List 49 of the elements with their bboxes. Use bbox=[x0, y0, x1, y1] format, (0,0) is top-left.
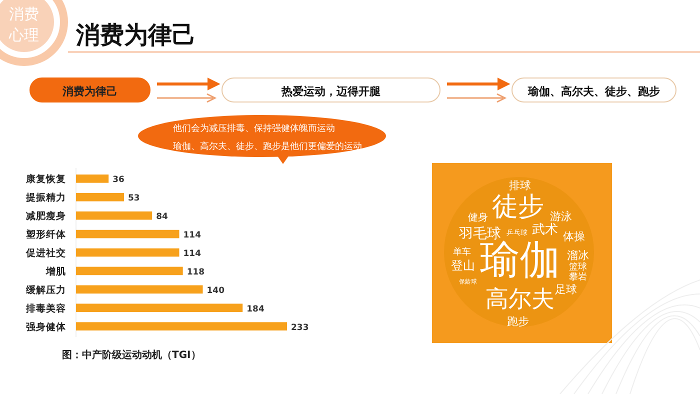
y-tick-label: 减肥瘦身 bbox=[26, 210, 66, 222]
bar bbox=[76, 211, 152, 220]
text: 图：中产阶级运动动机（TGI） bbox=[62, 349, 201, 361]
text: 篮球 bbox=[569, 261, 587, 272]
text: 徒步 bbox=[492, 192, 544, 222]
bar bbox=[76, 285, 203, 294]
bar bbox=[76, 266, 183, 276]
data-label: 184 bbox=[246, 304, 264, 314]
text: 热爱运动，迈得开腿 bbox=[280, 85, 382, 98]
text: 心理 bbox=[8, 26, 39, 44]
text: 体操 bbox=[563, 230, 585, 244]
text: 消费 bbox=[9, 5, 39, 23]
text: 溜冰 bbox=[567, 249, 589, 262]
text: 武术 bbox=[532, 222, 558, 238]
data-label: 114 bbox=[183, 249, 202, 259]
y-tick-label: 增肌 bbox=[45, 265, 66, 278]
text: 登山 bbox=[451, 258, 475, 272]
text: 消费为律己 bbox=[62, 85, 118, 98]
text: 高尔夫 bbox=[486, 286, 554, 312]
data-label: 36 bbox=[112, 175, 125, 186]
text: 跑步 bbox=[507, 315, 529, 328]
data-label: 84 bbox=[156, 212, 168, 222]
y-tick-label: 强身健体 bbox=[26, 320, 67, 333]
y-tick-label: 缓解压力 bbox=[25, 284, 66, 296]
text: 排球 bbox=[509, 179, 531, 192]
bar bbox=[76, 230, 180, 238]
data-label: 140 bbox=[206, 286, 225, 296]
chart-title: 消费为律己 bbox=[75, 21, 196, 49]
data-label: 114 bbox=[183, 230, 202, 241]
y-tick-label: 提振精力 bbox=[25, 192, 66, 204]
bar bbox=[76, 248, 180, 257]
y-tick-label: 促进社交 bbox=[25, 247, 66, 259]
data-label: 233 bbox=[291, 322, 309, 333]
data-label: 53 bbox=[128, 194, 140, 204]
y-tick-label: 排毒美容 bbox=[25, 302, 66, 314]
text: 攀岩 bbox=[569, 271, 587, 282]
text: 健身 bbox=[468, 212, 488, 224]
text: 单车 bbox=[453, 246, 471, 258]
text: 足球 bbox=[555, 283, 577, 296]
data-label: 118 bbox=[186, 267, 205, 278]
bar bbox=[76, 174, 109, 183]
y-tick-label: 康复恢复 bbox=[25, 173, 66, 186]
text: 他们会为减压排毒、保持强健体魄而运动 bbox=[173, 123, 335, 134]
bar bbox=[76, 192, 124, 202]
text: 瑜伽、高尔夫、徒步、跑步 bbox=[527, 85, 660, 98]
bar bbox=[76, 322, 287, 330]
y-tick-label: 塑形纤体 bbox=[25, 228, 67, 241]
text: 游泳 bbox=[550, 210, 572, 224]
bar bbox=[76, 304, 243, 312]
